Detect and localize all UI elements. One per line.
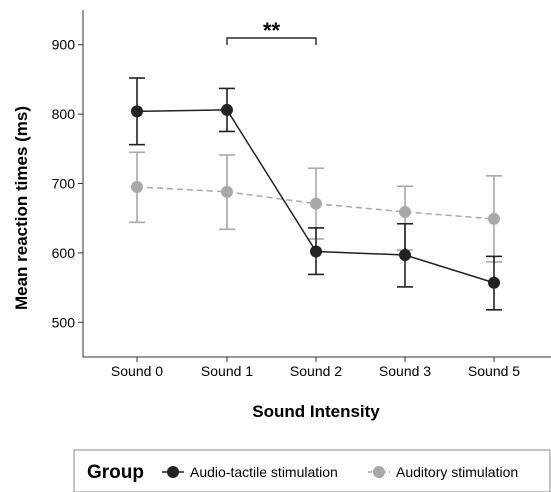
legend-title: Group: [87, 462, 144, 483]
data-point: [399, 248, 411, 261]
series-line: [136, 186, 495, 220]
x-tick-label: Sound 2: [290, 363, 342, 379]
y-axis-title: Mean reaction times (ms): [12, 106, 31, 310]
y-tick-label: 900: [52, 37, 76, 53]
y-tick-label: 500: [52, 314, 76, 330]
legend-swatch-point: [373, 466, 385, 478]
legend-label: Auditory stimulation: [396, 464, 518, 480]
series-1: [129, 151, 502, 263]
y-tick-label: 600: [52, 245, 76, 261]
data-point: [221, 103, 233, 116]
x-axis-title: Sound Intensity: [252, 402, 380, 421]
legend-label: Audio-tactile stimulation: [190, 464, 338, 480]
legend: Group Audio-tactile stimulation Auditory s…: [73, 449, 551, 492]
y-tick-label: 700: [52, 176, 76, 192]
data-point: [399, 205, 411, 218]
bracket-line: [226, 37, 317, 45]
axes: 500 600 700 800 900 Sound 0 Sound 1 Sound 2 Soun…: [52, 10, 551, 379]
data-point: [131, 180, 143, 193]
x-tick-label: Sound 5: [468, 363, 520, 379]
data-point: [221, 185, 233, 198]
legend-box: [73, 449, 551, 492]
legend-swatch-point: [167, 466, 179, 478]
x-tick-label: Sound 0: [111, 363, 163, 379]
data-point: [488, 212, 500, 225]
data-point: [310, 197, 322, 210]
significance-bracket: **: [226, 18, 317, 45]
x-tick-label: Sound 3: [379, 363, 431, 379]
data-point: [310, 245, 322, 258]
x-tick-label: Sound 1: [201, 363, 253, 379]
series-0: [129, 77, 502, 311]
y-tick-label: 800: [52, 106, 76, 122]
data-point: [488, 276, 500, 289]
plot-area: **: [129, 18, 502, 311]
data-point: [131, 105, 143, 118]
significance-label: **: [263, 18, 281, 43]
